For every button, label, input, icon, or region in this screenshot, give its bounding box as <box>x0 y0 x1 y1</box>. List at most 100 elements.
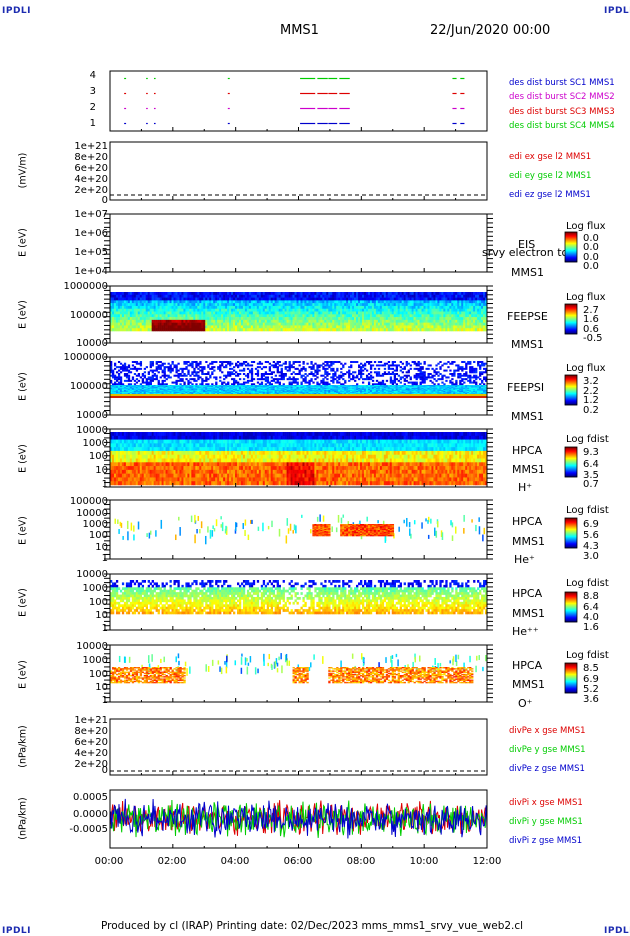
heatmap-cell <box>431 322 434 326</box>
heatmap-cell <box>391 294 395 298</box>
heatmap-cell <box>262 317 266 321</box>
heatmap-cell <box>435 314 438 318</box>
heatmap-cell <box>377 314 381 318</box>
heatmap-cell <box>467 361 470 364</box>
heatmap-cell <box>272 322 275 326</box>
heatmap-cell <box>137 391 141 393</box>
heatmap-cell <box>326 303 329 307</box>
heatmap-cell <box>453 373 456 376</box>
heatmap-cell <box>461 361 464 364</box>
heatmap-cell <box>193 308 196 312</box>
heatmap-cell <box>320 319 323 323</box>
heatmap-cell <box>266 308 270 312</box>
heatmap-cell <box>459 292 462 296</box>
heatmap-cell <box>413 319 416 323</box>
heatmap-cell <box>250 369 254 372</box>
heatmap-cell <box>248 305 252 310</box>
heatmap-cell <box>179 367 182 370</box>
heatmap-cell <box>272 378 275 381</box>
heatmap-cell <box>141 391 145 393</box>
heatmap-cell <box>282 373 285 376</box>
heatmap-cell <box>121 385 125 387</box>
heatmap-cell <box>153 388 156 390</box>
heatmap-cell <box>334 361 337 364</box>
heatmap-cell <box>203 317 206 321</box>
heatmap-cell <box>177 387 180 389</box>
heatmap-cell <box>240 294 244 298</box>
heatmap-cell <box>227 300 230 304</box>
heatmap-cell <box>179 391 182 393</box>
heatmap-cell <box>127 374 131 377</box>
heatmap-cell <box>437 300 440 304</box>
heatmap-cell <box>157 379 160 382</box>
heatmap-cell <box>409 378 412 381</box>
heatmap-cell <box>256 374 260 377</box>
heatmap-cell <box>110 364 113 367</box>
heatmap-cell <box>429 303 432 307</box>
heatmap-cell <box>227 381 230 384</box>
heatmap-cell <box>360 369 363 372</box>
heatmap-cell <box>361 297 365 301</box>
heatmap-cell <box>383 303 387 307</box>
heatmap-cell <box>457 314 460 318</box>
heatmap-cell <box>431 325 434 329</box>
heatmap-cell <box>153 378 156 381</box>
heatmap-cell <box>110 362 113 365</box>
heatmap-cell <box>427 325 430 329</box>
heatmap-cell <box>270 297 273 301</box>
heatmap-cell <box>266 378 270 381</box>
heatmap-cell <box>294 305 297 310</box>
heatmap-cell <box>246 292 250 296</box>
heatmap-cell <box>169 390 172 392</box>
heatmap-cell <box>322 328 325 332</box>
heatmap-cell <box>203 392 206 394</box>
heatmap-cell <box>375 317 379 321</box>
heatmap-cell <box>205 297 208 301</box>
heatmap-cell <box>322 322 325 326</box>
heatmap-cell <box>213 386 216 388</box>
heatmap-cell <box>131 314 135 318</box>
heatmap-cell <box>125 373 129 376</box>
heatmap-cell <box>197 314 200 318</box>
heatmap-cell <box>467 325 470 329</box>
heatmap-cell <box>324 319 327 323</box>
heatmap-cell <box>268 292 272 296</box>
heatmap-cell <box>481 311 484 315</box>
heatmap-cell <box>181 308 184 312</box>
heatmap-cell <box>203 308 206 312</box>
heatmap-cell <box>110 391 113 393</box>
heatmap-cell <box>409 300 412 304</box>
heatmap-cell <box>187 292 190 296</box>
heatmap-cell <box>298 364 301 367</box>
heatmap-cell <box>302 292 305 296</box>
heatmap-cell <box>231 300 234 304</box>
heatmap-cell <box>469 371 472 374</box>
heatmap-cell <box>213 388 216 390</box>
heatmap-cell <box>334 328 337 332</box>
heatmap-cell <box>369 305 373 310</box>
heatmap-cell <box>336 361 339 364</box>
heatmap-cell <box>127 325 131 329</box>
heatmap-cell <box>268 362 272 365</box>
heatmap-cell <box>445 311 448 315</box>
heatmap-cell <box>159 387 162 389</box>
heatmap-cell <box>381 297 385 301</box>
heatmap-cell <box>328 366 331 369</box>
heatmap-cell <box>421 317 424 321</box>
heatmap-cell <box>159 292 162 296</box>
corner-label-bottom-right: IPDLI <box>604 926 630 936</box>
heatmap-cell <box>185 391 188 393</box>
heatmap-cell <box>473 294 476 298</box>
heatmap-cell <box>137 314 141 318</box>
heatmap-cell <box>298 319 301 323</box>
heatmap-cell <box>171 328 174 332</box>
heatmap-cell <box>185 392 188 394</box>
heatmap-cell <box>272 364 275 367</box>
heatmap-cell <box>413 314 416 318</box>
heatmap-cell <box>145 317 148 321</box>
heatmap-cell <box>235 379 238 382</box>
heatmap-cell <box>110 392 113 394</box>
heatmap-cell <box>252 385 256 387</box>
heatmap-cell <box>387 292 391 296</box>
heatmap-cell <box>360 362 363 365</box>
